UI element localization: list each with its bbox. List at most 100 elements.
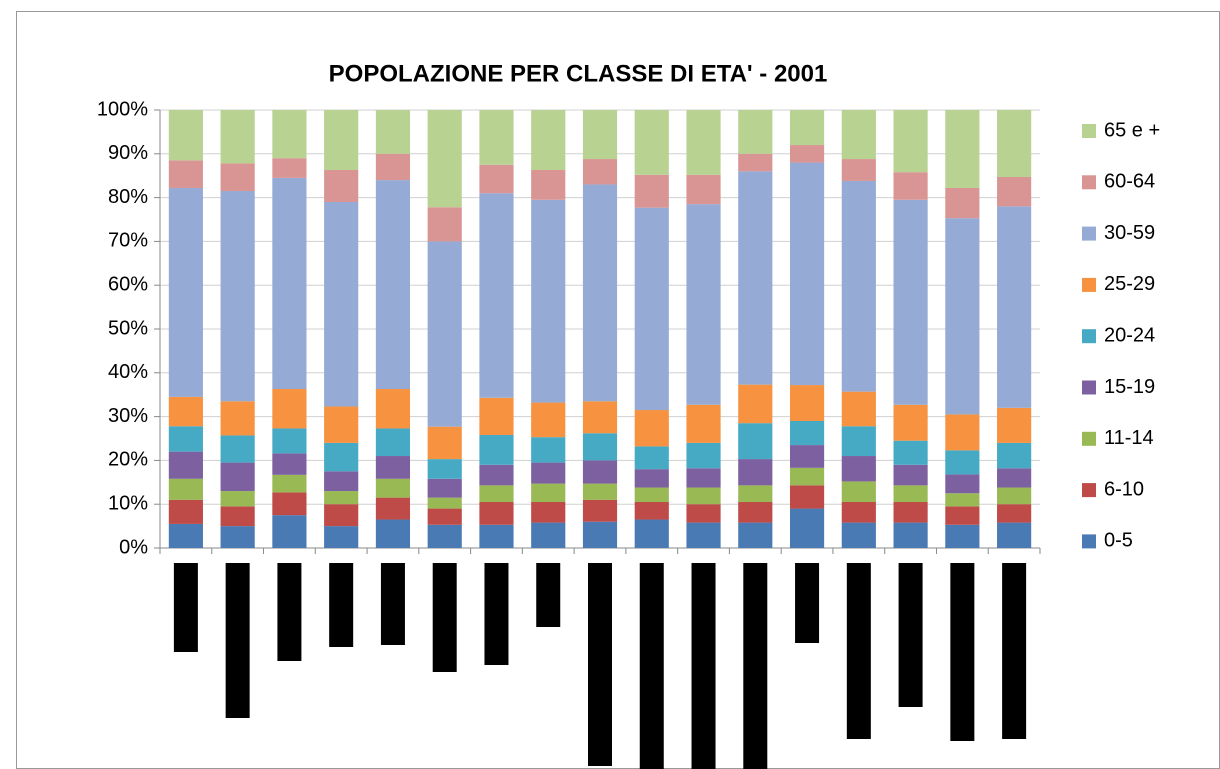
bar-segment — [841, 110, 876, 160]
bar-segment — [686, 174, 721, 205]
bar-segment — [841, 180, 876, 392]
bar-segment — [738, 110, 773, 154]
bar-segment — [375, 110, 411, 154]
bar-segment — [789, 467, 825, 486]
bar-segment — [841, 426, 876, 457]
legend-label: 15-19 — [1104, 376, 1155, 398]
bar-segment — [893, 404, 928, 441]
bar-segment — [479, 193, 514, 398]
legend-swatch — [1082, 380, 1096, 395]
bar-segment — [634, 502, 669, 520]
bar-segment — [531, 462, 566, 484]
bar-segment — [272, 389, 307, 429]
bar-segment — [168, 478, 203, 500]
y-tick-label: 90% — [108, 142, 148, 164]
bar-segment — [531, 437, 566, 463]
y-tick-label: 60% — [108, 273, 148, 295]
bar-segment — [789, 420, 825, 446]
bar-segment — [375, 478, 411, 498]
bar-segment — [427, 478, 462, 498]
bar-segment — [479, 485, 514, 503]
bar-segment — [945, 524, 980, 548]
bar-segment — [168, 499, 203, 524]
legend-label: 11-14 — [1104, 427, 1154, 449]
redaction — [380, 563, 405, 645]
bar-segment — [738, 423, 773, 460]
bar-segment — [272, 177, 307, 390]
bar-segment — [272, 428, 307, 454]
bar-segment — [789, 145, 825, 163]
bar-segment — [997, 522, 1032, 548]
bar-segment — [531, 199, 566, 403]
bar-segment — [686, 504, 721, 523]
bar-segment — [738, 502, 773, 523]
bar-segment — [272, 158, 307, 178]
bar-segment — [738, 459, 773, 486]
bar-segment — [582, 433, 618, 461]
redaction — [1002, 563, 1027, 739]
legend-label: 60-64 — [1104, 171, 1155, 193]
bar-segment — [686, 522, 721, 548]
bar-segment — [220, 462, 255, 492]
bar-segment — [168, 110, 203, 161]
bar-segment — [945, 187, 980, 219]
bar-segment — [375, 456, 411, 479]
bar-segment — [997, 504, 1032, 523]
redaction — [898, 563, 923, 707]
bar-segment — [634, 469, 669, 488]
bar-segment — [997, 442, 1032, 469]
bar-segment — [168, 523, 203, 548]
bar-segment — [531, 522, 566, 548]
bar-segment — [427, 110, 462, 208]
redaction — [277, 563, 302, 661]
redaction — [173, 563, 198, 652]
bar-segment — [738, 171, 773, 385]
bar-segment — [789, 162, 825, 386]
bar-segment — [531, 110, 566, 171]
bar-segment — [686, 404, 721, 443]
bar-segment — [479, 434, 514, 465]
bar-segment — [324, 471, 359, 492]
bar-segment — [324, 110, 359, 171]
bar-segment — [479, 110, 514, 165]
bar-segment — [479, 524, 514, 548]
bar-segment — [945, 450, 980, 475]
bar-segment — [582, 460, 618, 484]
redaction — [795, 563, 820, 643]
bar-segment — [634, 410, 669, 447]
redaction — [588, 563, 612, 766]
bar-segment — [375, 519, 411, 548]
legend-swatch — [1082, 431, 1096, 446]
bar-segment — [324, 526, 359, 548]
bar-segment — [375, 497, 411, 520]
bar-segment — [789, 110, 825, 146]
bar-segment — [375, 389, 411, 429]
bar-segment — [479, 464, 514, 486]
bar-segment — [427, 207, 462, 242]
bar-segment — [686, 468, 721, 488]
y-tick-label: 30% — [108, 405, 148, 427]
y-tick-label: 40% — [108, 361, 148, 383]
bar-segment — [220, 526, 255, 548]
bar-segment — [582, 401, 618, 434]
bar-segment — [634, 519, 669, 548]
y-tick-label: 80% — [108, 186, 148, 208]
bar-segment — [220, 191, 255, 402]
bar-segment — [634, 174, 669, 208]
bar-segment — [582, 499, 618, 522]
bar-segment — [220, 435, 255, 463]
bar-segment — [945, 506, 980, 525]
legend-swatch — [1082, 124, 1096, 138]
bar-segment — [686, 487, 721, 505]
bar-segment — [375, 180, 411, 390]
bar-segment — [272, 515, 307, 548]
redaction — [691, 563, 716, 769]
bar-segment — [738, 485, 773, 503]
bar-segment — [375, 428, 411, 457]
bar-segment — [893, 485, 928, 503]
bar-segment — [945, 218, 980, 415]
bar-segment — [789, 485, 825, 509]
y-tick-label: 70% — [108, 230, 148, 252]
redaction — [536, 563, 561, 627]
redaction — [743, 563, 768, 769]
